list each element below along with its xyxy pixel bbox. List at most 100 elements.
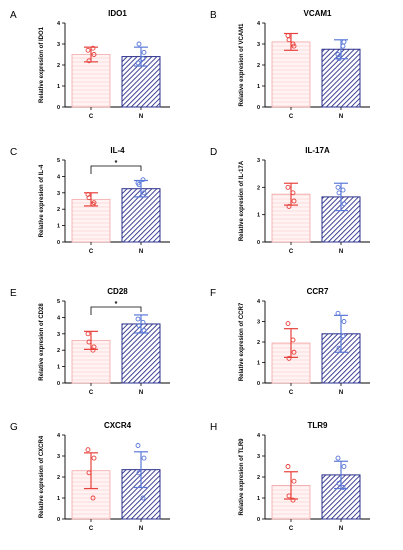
y-tick-label: 4 [257, 433, 261, 439]
panel-letter: A [10, 10, 17, 21]
y-tick-label: 1 [257, 213, 260, 219]
data-point [85, 47, 91, 53]
y-tick-label: 0 [257, 105, 260, 111]
y-tick-label: 1 [57, 224, 60, 230]
data-point [141, 49, 147, 55]
data-point [335, 455, 341, 461]
data-point [141, 328, 147, 333]
panel-e: E CD28 Relative expresion of CD28 0 1 2 3 4 5 C N * [10, 287, 170, 396]
y-axis-label: Relative expresion of TLR9 [239, 438, 245, 516]
data-point [136, 182, 142, 188]
x-tick-label: N [339, 114, 343, 120]
data-point [340, 43, 346, 49]
data-point [135, 60, 141, 66]
chart-title: CCR7 [307, 287, 329, 296]
data-point [290, 190, 296, 196]
y-axis-label: Relative expresion of IDO1 [39, 26, 45, 103]
y-tick-label: 2 [257, 185, 260, 191]
x-tick-label: N [339, 249, 343, 255]
y-tick-label: 5 [57, 299, 60, 305]
y-tick-label: 4 [57, 174, 61, 180]
data-point [91, 455, 97, 461]
data-point [135, 316, 141, 322]
y-tick-label: 3 [257, 454, 260, 460]
data-point [85, 191, 91, 197]
significance-bracket [90, 165, 142, 174]
bar-treatment [121, 323, 161, 384]
data-point [91, 52, 97, 57]
data-point [86, 58, 92, 64]
data-point [336, 190, 342, 196]
panel-letter: H [210, 422, 217, 433]
y-tick-label: 2 [57, 348, 60, 354]
y-axis-label: Relative expresion of VCAM1 [239, 23, 245, 107]
data-point [90, 495, 96, 501]
y-tick-label: 1 [257, 361, 260, 367]
y-tick-label: 0 [257, 517, 260, 523]
data-point [336, 480, 342, 486]
data-point [140, 177, 146, 183]
data-point [336, 345, 342, 351]
data-point [141, 190, 147, 196]
y-tick-label: 4 [257, 299, 261, 305]
data-point [141, 455, 147, 461]
y-tick-label: 2 [57, 63, 60, 69]
x-tick-label: C [89, 249, 94, 255]
y-tick-label: 0 [257, 381, 260, 387]
y-tick-label: 0 [57, 517, 60, 523]
data-point [140, 495, 146, 501]
chart-title: IL-17A [305, 146, 330, 155]
x-tick-label: N [139, 249, 143, 255]
y-tick-label: 1 [257, 84, 260, 90]
chart-title: IL-4 [110, 146, 125, 155]
data-point [336, 56, 342, 62]
data-point [90, 45, 96, 51]
y-tick-label: 3 [57, 42, 60, 48]
y-axis-label: Relative expresion of IL-4 [39, 164, 45, 237]
data-point [136, 323, 142, 329]
bar-control [271, 41, 311, 108]
data-point [136, 41, 142, 47]
y-tick-label: 0 [257, 240, 260, 246]
y-tick-label: 3 [57, 332, 60, 338]
data-point [140, 319, 146, 325]
y-axis-label: Relative expresion of CCR7 [239, 302, 245, 381]
y-tick-label: 3 [257, 42, 260, 48]
data-point [136, 470, 142, 476]
x-tick-label: C [89, 526, 94, 532]
y-tick-label: 2 [257, 63, 260, 69]
data-point [340, 187, 346, 193]
data-point [285, 321, 291, 326]
data-point [285, 184, 291, 190]
y-tick-label: 0 [57, 105, 60, 111]
data-point [341, 319, 347, 324]
y-tick-label: 3 [257, 320, 260, 326]
data-point [140, 56, 146, 62]
panel-letter: B [210, 10, 217, 21]
panel-letter: G [10, 422, 18, 433]
data-point [90, 347, 96, 353]
y-tick-label: 2 [257, 340, 260, 346]
panel-c: C IL-4 Relative expresion of IL-4 0 1 2 3 4 5 C N * [10, 146, 170, 255]
data-point [85, 447, 91, 453]
x-tick-label: N [139, 526, 143, 532]
y-tick-label: 2 [57, 207, 60, 213]
data-point [286, 355, 292, 361]
data-point [286, 493, 292, 499]
data-point [91, 344, 97, 350]
y-axis-label: Relative expresion of CXCR4 [39, 435, 45, 518]
data-point [341, 464, 347, 469]
chart-title: VCAM1 [303, 9, 332, 18]
data-point [341, 39, 347, 45]
data-point [340, 485, 346, 490]
data-point [335, 184, 341, 190]
x-tick-label: C [289, 526, 294, 532]
y-tick-label: 1 [57, 496, 60, 502]
y-tick-label: 4 [57, 433, 61, 439]
y-tick-label: 4 [257, 21, 261, 27]
panel-h: H TLR9 Relative expresion of TLR9 0 1 2 3 4 C N [210, 421, 370, 532]
data-point [340, 333, 346, 339]
panel-letter: C [10, 147, 17, 158]
chart-title: IDO1 [108, 9, 127, 18]
